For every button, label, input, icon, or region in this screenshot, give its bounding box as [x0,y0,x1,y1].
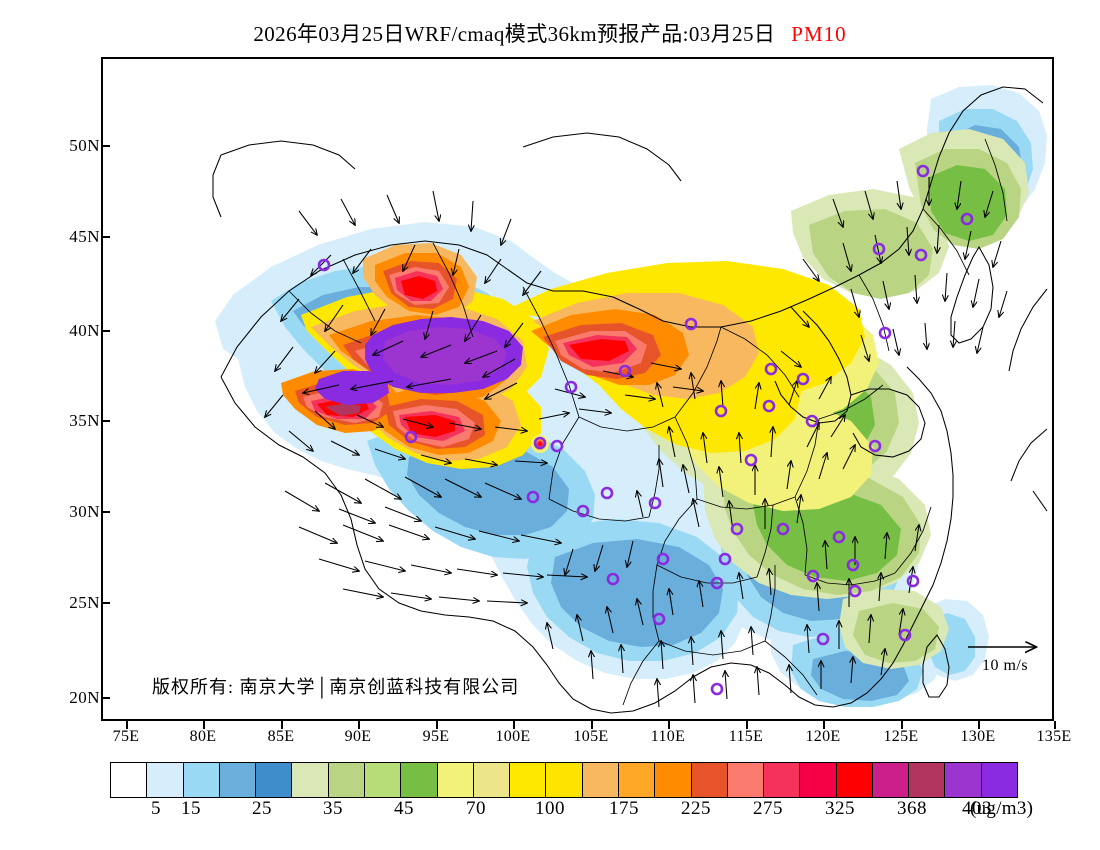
x-tick-mark [591,721,593,729]
copyright-text: 版权所有: 南京大学│南京创蓝科技有限公司 [152,677,520,697]
colorbar-cell-14 [618,763,656,797]
x-tick-mark [436,721,438,729]
x-tick-mark [978,721,980,729]
y-tick-label-40n: 40N [69,321,100,340]
title-species-text: PM10 [791,22,847,46]
colorbar-cell-2 [183,763,220,797]
colorbar-cell-10 [473,763,511,797]
colorbar-units-label: (ug/m3) [970,798,1034,819]
y-tick-mark [101,236,110,238]
map-borders [212,86,1048,714]
x-tick-label-125e: 125E [883,728,919,745]
colorbar-tick-368: 368 [897,798,927,819]
colorbar-cell-1 [147,763,184,797]
y-tick-label-25n: 25N [69,593,100,612]
colorbar-cell-3 [219,763,257,797]
colorbar-tick-45: 45 [394,798,414,819]
colorbar-cell-12 [546,763,583,797]
colorbar-cell-20 [836,763,873,797]
wind-scale-label: 10 m/s [981,657,1029,674]
colorbar-cell-11 [510,763,547,797]
x-tick-mark [823,721,825,729]
colorbar-cell-9 [437,763,474,797]
y-tick-label-50n: 50N [69,136,100,155]
colorbar-tick-25: 25 [252,798,272,819]
wind-vectors [265,177,1008,708]
x-tick-label-80e: 80E [189,728,217,745]
x-tick-label-120e: 120E [805,728,841,745]
x-tick-label-130e: 130E [960,728,996,745]
x-tick-label-115e: 115E [728,728,764,745]
colorbar-tick-275: 275 [753,798,783,819]
y-tick-mark [101,145,110,147]
colorbar-tick-225: 225 [681,798,711,819]
colorbar-cell-22 [909,763,946,797]
x-tick-mark [668,721,670,729]
colorbar-cell-17 [727,763,765,797]
x-tick-mark [126,721,128,729]
x-tick-label-90e: 90E [344,728,372,745]
colorbar-tick-403: 403 [962,798,992,819]
colorbar-cell-7 [364,763,402,797]
colorbar-tick-15: 15 [181,798,201,819]
colorbar-cell-8 [401,763,438,797]
title-main-text: 2026年03月25日WRF/cmaq模式36km预报产品:03月25日 [253,22,776,46]
colorbar-cell-24 [981,763,1018,797]
y-tick-mark [101,602,110,604]
y-tick-mark [101,697,110,699]
x-tick-mark [901,721,903,729]
colorbar-tick-35: 35 [323,798,343,819]
colorbar[interactable] [110,762,1018,798]
x-tick-label-110e: 110E [650,728,686,745]
colorbar-cell-18 [764,763,801,797]
x-tick-label-75e: 75E [112,728,140,745]
x-tick-label-85e: 85E [267,728,295,745]
colorbar-tick-100: 100 [535,798,565,819]
colorbar-cell-13 [582,763,619,797]
colorbar-cell-23 [945,763,982,797]
y-tick-label-45n: 45N [69,227,100,246]
station-markers [317,164,974,696]
forecast-map[interactable] [101,57,1054,721]
y-tick-label-30n: 30N [69,502,100,521]
y-tick-mark [101,420,110,422]
x-tick-label-100e: 100E [495,728,531,745]
y-tick-label-20n: 20N [69,688,100,707]
x-tick-label-135e: 135E [1036,728,1072,745]
colorbar-cell-16 [691,763,728,797]
colorbar-tick-325: 325 [825,798,855,819]
x-tick-mark [281,721,283,729]
x-tick-mark [203,721,205,729]
x-tick-mark [1054,721,1056,729]
colorbar-cell-0 [111,763,148,797]
map-canvas [103,59,1052,719]
page-title: 2026年03月25日WRF/cmaq模式36km预报产品:03月25日 PM10 [0,18,1100,48]
colorbar-tick-70: 70 [466,798,486,819]
colorbar-cell-6 [328,763,365,797]
y-tick-label-35n: 35N [69,411,100,430]
colorbar-cell-19 [800,763,837,797]
x-tick-label-105e: 105E [573,728,609,745]
y-tick-mark [101,330,110,332]
y-tick-mark [101,511,110,513]
wind-scale-legend: 10 m/s [955,638,1055,675]
x-tick-mark [746,721,748,729]
colorbar-cells[interactable] [110,762,1018,798]
colorbar-cell-15 [655,763,692,797]
colorbar-tick-5: 5 [151,798,161,819]
colorbar-cell-21 [872,763,910,797]
x-tick-mark [513,721,515,729]
arrow-right-icon [955,638,1055,656]
x-tick-label-95e: 95E [422,728,450,745]
colorbar-cell-4 [256,763,293,797]
x-tick-mark [358,721,360,729]
colorbar-cell-5 [292,763,329,797]
colorbar-tick-175: 175 [609,798,639,819]
map-svg [212,85,1048,714]
